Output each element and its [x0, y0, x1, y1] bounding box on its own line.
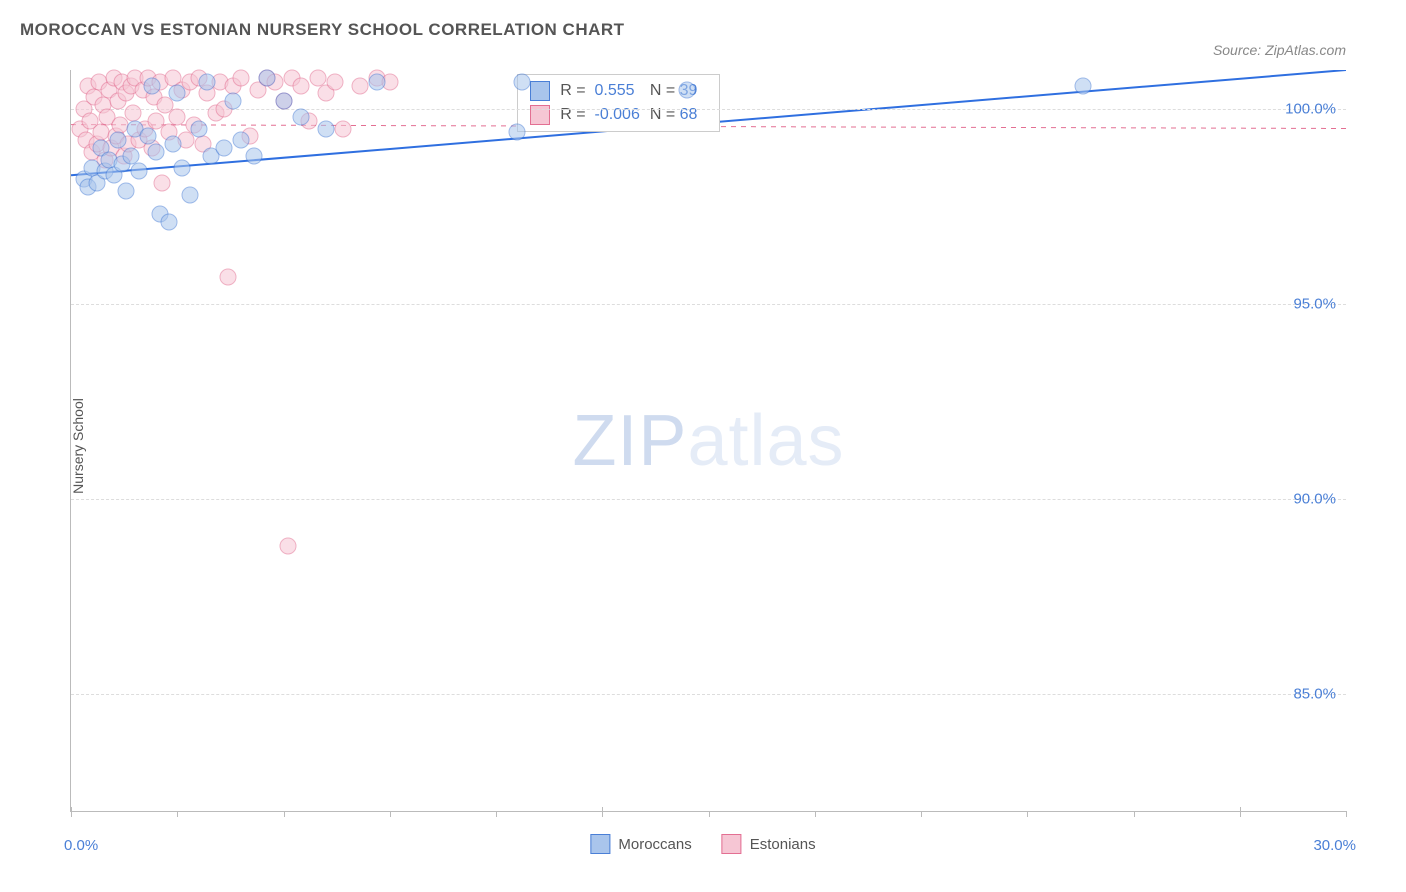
data-point — [292, 108, 309, 125]
data-point — [224, 93, 241, 110]
data-point — [182, 186, 199, 203]
gridline — [71, 304, 1346, 305]
legend-swatch — [590, 834, 610, 854]
x-axis-label-left: 0.0% — [64, 837, 98, 854]
data-point — [258, 69, 275, 86]
data-point — [352, 77, 369, 94]
data-point — [233, 132, 250, 149]
chart-overlay — [71, 70, 1346, 811]
data-point — [199, 73, 216, 90]
data-point — [169, 108, 186, 125]
data-point — [109, 132, 126, 149]
stats-swatch — [530, 81, 550, 101]
data-point — [220, 268, 237, 285]
legend-swatch — [722, 834, 742, 854]
gridline — [71, 499, 1346, 500]
x-tick — [390, 811, 391, 817]
data-point — [154, 175, 171, 192]
y-tick-label: 90.0% — [1293, 491, 1336, 508]
gridline — [71, 694, 1346, 695]
y-tick-label: 85.0% — [1293, 686, 1336, 703]
data-point — [318, 120, 335, 137]
stats-r: R = 0.555 — [560, 82, 640, 100]
data-point — [509, 124, 526, 141]
legend-label: Estonians — [750, 836, 816, 853]
x-tick — [177, 811, 178, 817]
watermark-atlas: atlas — [687, 401, 844, 481]
data-point — [335, 120, 352, 137]
data-point — [369, 73, 386, 90]
x-tick — [1134, 811, 1135, 817]
legend-item: Moroccans — [590, 834, 691, 854]
x-tick — [1346, 811, 1347, 817]
data-point — [292, 77, 309, 94]
data-point — [279, 537, 296, 554]
plot-area: ZIPatlas R = 0.555N = 39R = -0.006N = 68… — [70, 70, 1346, 812]
stats-swatch — [530, 105, 550, 125]
data-point — [169, 85, 186, 102]
chart-title: MOROCCAN VS ESTONIAN NURSERY SCHOOL CORR… — [20, 20, 1386, 40]
x-tick — [815, 811, 816, 817]
legend-label: Moroccans — [618, 836, 691, 853]
data-point — [148, 143, 165, 160]
data-point — [275, 93, 292, 110]
data-point — [245, 147, 262, 164]
data-point — [190, 120, 207, 137]
x-tick — [71, 807, 72, 817]
data-point — [1074, 77, 1091, 94]
x-tick — [709, 811, 710, 817]
x-tick — [496, 811, 497, 817]
data-point — [122, 147, 139, 164]
data-point — [173, 159, 190, 176]
y-tick-label: 95.0% — [1293, 296, 1336, 313]
x-tick — [284, 811, 285, 817]
y-tick-label: 100.0% — [1285, 101, 1336, 118]
data-point — [165, 136, 182, 153]
x-tick — [602, 807, 603, 817]
data-point — [124, 104, 141, 121]
watermark-zip: ZIP — [572, 401, 687, 481]
x-tick — [1240, 807, 1241, 817]
x-tick — [1027, 811, 1028, 817]
data-point — [513, 73, 530, 90]
watermark: ZIPatlas — [572, 400, 844, 482]
chart-container: MOROCCAN VS ESTONIAN NURSERY SCHOOL CORR… — [20, 20, 1386, 872]
x-axis-label-right: 30.0% — [1313, 837, 1356, 854]
data-point — [131, 163, 148, 180]
data-point — [679, 81, 696, 98]
data-point — [139, 128, 156, 145]
data-point — [326, 73, 343, 90]
data-point — [118, 182, 135, 199]
data-point — [216, 140, 233, 157]
data-point — [233, 69, 250, 86]
data-point — [160, 214, 177, 231]
gridline — [71, 109, 1346, 110]
legend: Moroccans Estonians — [590, 834, 815, 854]
legend-item: Estonians — [722, 834, 816, 854]
chart-source: Source: ZipAtlas.com — [1213, 42, 1346, 58]
x-tick — [921, 811, 922, 817]
data-point — [309, 69, 326, 86]
data-point — [143, 77, 160, 94]
